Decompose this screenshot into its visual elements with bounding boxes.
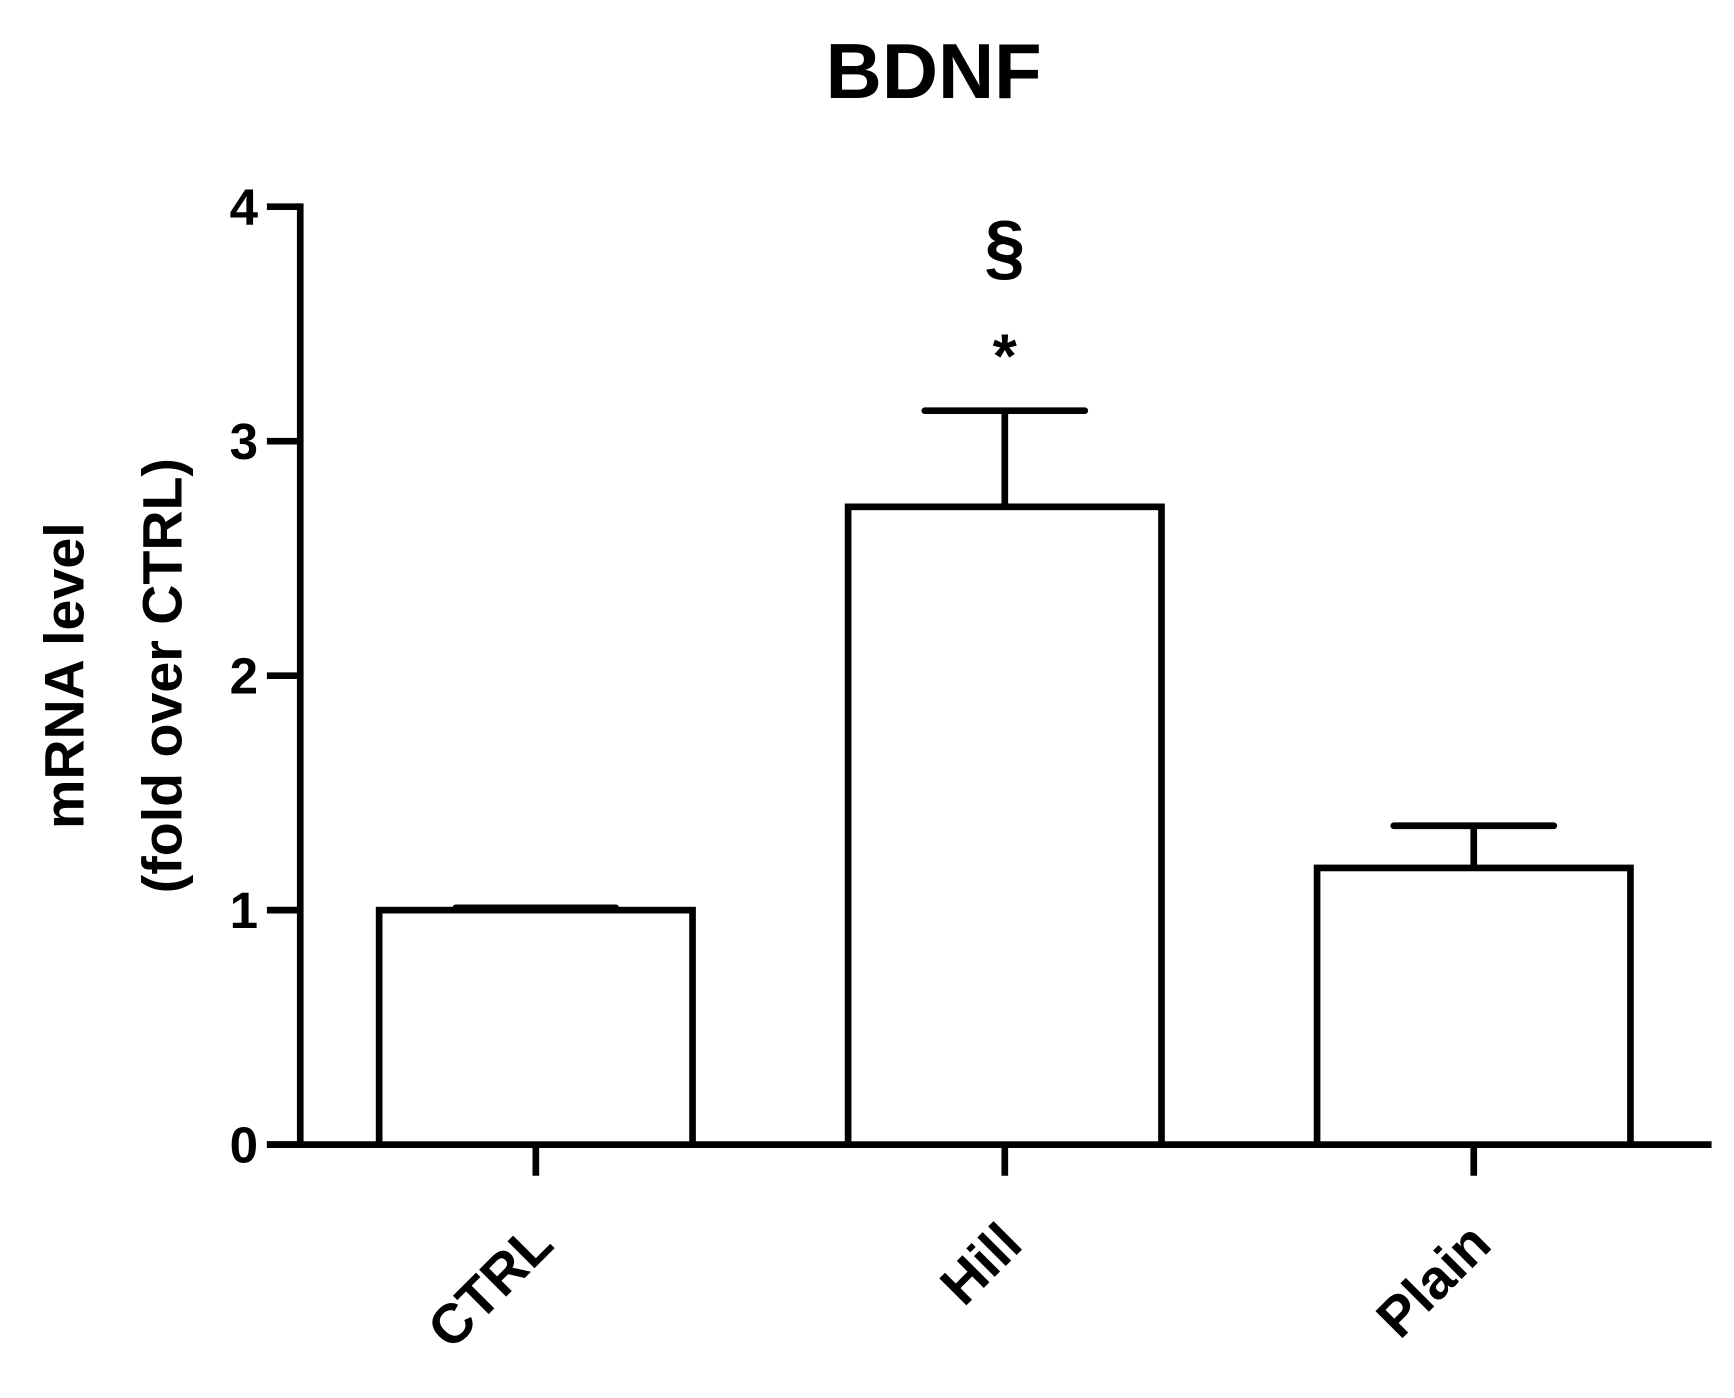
annotation: §: [984, 206, 1025, 288]
bar: [1313, 864, 1634, 1148]
y-axis-label: (fold over CTRL): [131, 458, 193, 893]
y-tick-label: 4: [230, 178, 259, 235]
annotation: *: [993, 322, 1018, 391]
y-tick-label: 2: [230, 647, 258, 704]
x-tick-label: Hill: [928, 1212, 1033, 1317]
y-axis-label: mRNA level: [34, 522, 96, 829]
chart-title: BDNF: [826, 29, 1042, 115]
bar: [375, 906, 696, 1148]
y-tick-label: 1: [230, 882, 258, 939]
bar: [844, 503, 1165, 1148]
x-tick-label: CTRL: [416, 1212, 565, 1361]
x-tick-label: Plain: [1365, 1212, 1503, 1350]
y-tick-label: 3: [230, 413, 258, 470]
y-tick-label: 0: [230, 1116, 258, 1173]
